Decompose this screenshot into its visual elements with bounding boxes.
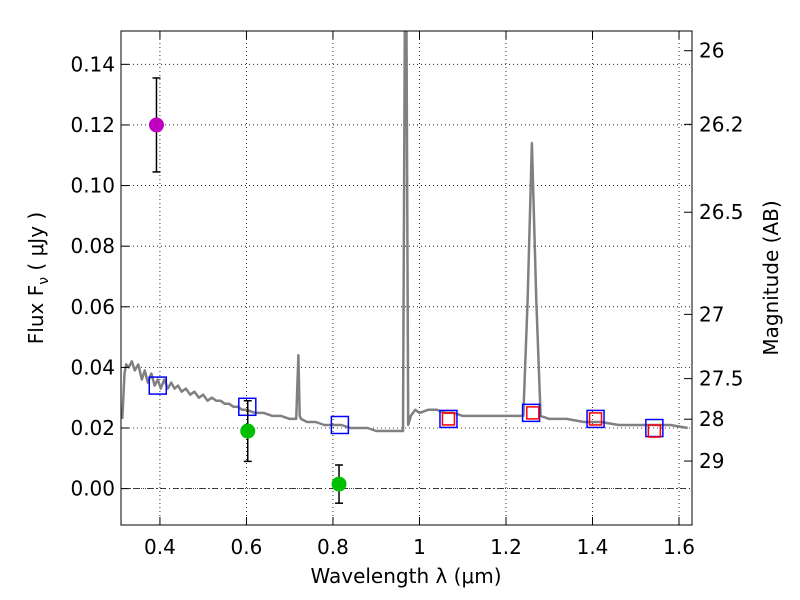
- blue-square-marker: [330, 415, 350, 435]
- y-tick-label: 0.06: [70, 295, 115, 319]
- y2-tick-label: 27.5: [699, 367, 744, 391]
- x-tick-label: 1: [413, 535, 426, 559]
- y2-tick-label: 29: [699, 449, 724, 473]
- green-point: [240, 423, 256, 439]
- y-tick-label: 0.00: [70, 477, 115, 501]
- red-square-marker: [526, 406, 540, 420]
- red-square-marker: [588, 412, 603, 426]
- y2-tick-label: 27: [699, 302, 724, 326]
- x-tick-label: 1.6: [663, 535, 695, 559]
- axis-ticks: [121, 31, 692, 525]
- magenta-point: [148, 117, 164, 133]
- axis-tick-labels: 0.4 0.6 0.8 1 1.2 1.4 1.6 0.00 0.02 0.04 0.06 0.08 0…: [70, 39, 743, 559]
- x-tick-label: 1.4: [577, 535, 609, 559]
- y-axis-title-subscript: ν: [36, 277, 52, 285]
- y-tick-label: 0.04: [70, 355, 115, 379]
- red-square-marker: [647, 424, 662, 438]
- y-axis-title-main: Flux F: [24, 285, 48, 344]
- x-tick-label: 1.2: [490, 535, 522, 559]
- blue-square-marker: [439, 409, 458, 429]
- y-axis-title-unit: ( μJy ): [24, 212, 48, 277]
- x-tick-label: 0.8: [317, 535, 349, 559]
- blue-square-marker: [148, 376, 168, 395]
- y-axis-title: Flux Fν ( μJy ): [24, 212, 52, 344]
- y2-axis-title: Magnitude (AB): [759, 200, 783, 355]
- blue-square-marker: [586, 409, 605, 429]
- y2-tick-label: 28: [699, 407, 724, 431]
- y-tick-label: 0.10: [70, 174, 115, 198]
- blue-square-marker: [521, 403, 541, 423]
- red-square-marker: [441, 412, 456, 426]
- y-tick-label: 0.14: [70, 52, 115, 76]
- x-axis-title: Wavelength λ (μm): [310, 564, 501, 588]
- x-tick-label: 0.4: [144, 535, 176, 559]
- series-layer: [121, 31, 688, 504]
- y-tick-label: 0.02: [70, 416, 115, 440]
- plot-frame: [120, 30, 693, 526]
- y-tick-label: 0.12: [70, 113, 115, 137]
- y2-tick-label: 26.5: [699, 200, 744, 224]
- y-tick-label: 0.08: [70, 234, 115, 258]
- green-point: [331, 476, 347, 492]
- x-tick-label: 0.6: [231, 535, 263, 559]
- y2-tick-label: 26.2: [699, 112, 744, 136]
- y2-tick-label: 26: [699, 39, 724, 63]
